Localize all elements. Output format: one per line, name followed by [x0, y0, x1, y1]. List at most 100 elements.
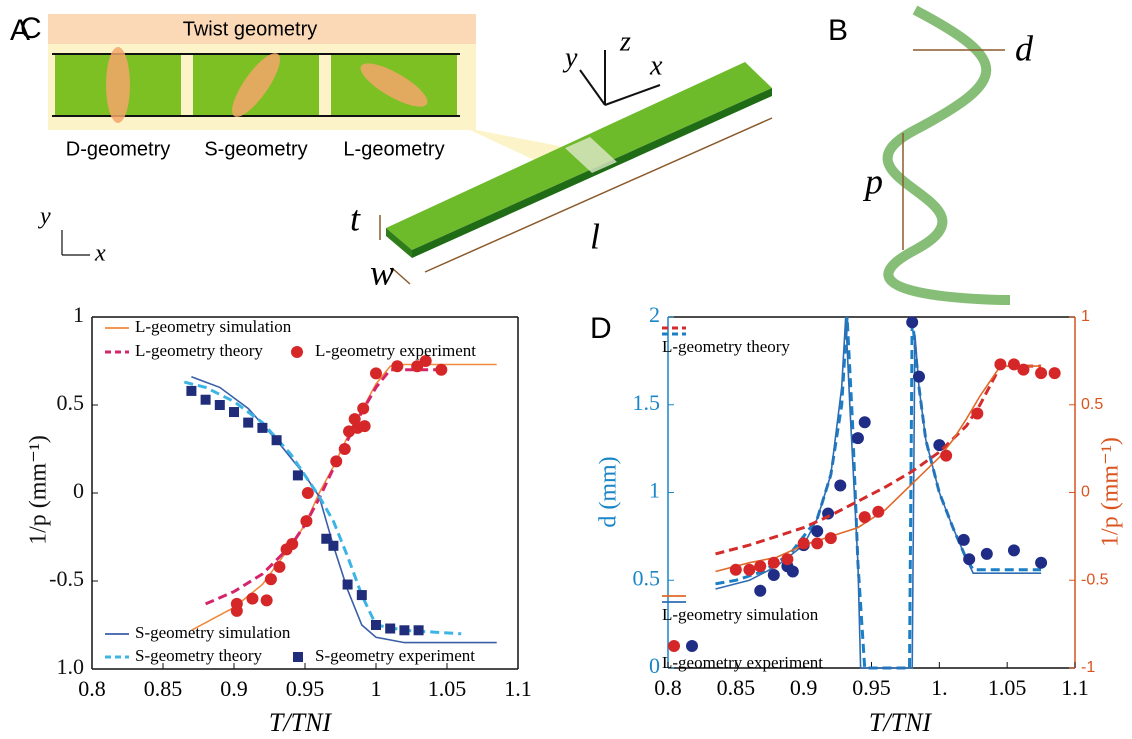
point — [872, 505, 885, 518]
point — [229, 407, 239, 418]
point — [1007, 544, 1020, 557]
point — [264, 573, 277, 586]
point — [260, 594, 273, 607]
x-tick-label: 1.1 — [504, 676, 532, 701]
point — [906, 316, 919, 329]
geometry-cells — [52, 47, 460, 123]
point — [186, 385, 197, 396]
x-tick-label: 0.95 — [852, 675, 891, 700]
y-tick-label: 0.5 — [633, 565, 661, 590]
x-axis-label: T/TNI — [869, 708, 932, 737]
point — [230, 597, 243, 610]
point — [754, 584, 767, 597]
axis-name: y — [38, 204, 51, 230]
axis-name: y — [562, 42, 578, 73]
point — [413, 625, 424, 636]
point — [342, 579, 353, 590]
point — [358, 420, 371, 433]
point — [834, 479, 847, 492]
point — [767, 556, 780, 569]
x-tick-label: 0.85 — [144, 676, 183, 701]
point — [957, 533, 970, 546]
y2-tick-label: 0 — [1081, 484, 1090, 501]
x-tick-label: 1 — [371, 676, 382, 701]
molecule — [232, 53, 280, 117]
point — [243, 417, 254, 428]
banner — [48, 14, 476, 44]
point — [971, 407, 984, 420]
point — [338, 443, 351, 455]
legend-label: L-geometry theory — [135, 341, 263, 360]
y-tick-label: 1.5 — [633, 390, 661, 415]
point — [330, 455, 343, 468]
point — [328, 540, 339, 551]
plane-axes — [61, 230, 90, 256]
y2-tick-label: 0.5 — [1081, 396, 1103, 413]
panel-label: A — [10, 14, 30, 47]
y-tick-label: 1 — [649, 478, 660, 503]
point — [1035, 556, 1048, 569]
point — [940, 449, 953, 462]
point — [767, 568, 780, 581]
dimension-line — [424, 117, 773, 273]
legend-swatch — [291, 346, 303, 358]
y2-tick-label: -0.5 — [1081, 571, 1109, 588]
point — [754, 560, 767, 573]
legend-label: S-geometry experiment — [315, 646, 475, 665]
point — [1007, 358, 1020, 371]
point — [811, 525, 824, 538]
point — [419, 355, 432, 367]
legend-label: L-geometry simulation — [135, 317, 292, 336]
line — [205, 368, 447, 606]
point — [371, 620, 381, 630]
point — [286, 538, 299, 551]
geometry-label: L-geometry — [343, 138, 444, 160]
legend-label: L-geometry simulation — [662, 605, 819, 624]
y-tick-label: 1 — [73, 302, 84, 327]
legend-swatch — [668, 640, 680, 652]
legend-label: L-geometry theory — [662, 337, 790, 356]
x-tick-label: 0.8 — [654, 675, 682, 700]
y2-tick-label: -1 — [1081, 659, 1095, 676]
point — [824, 532, 837, 545]
y-tick-label: -0.5 — [49, 566, 84, 591]
point — [300, 515, 313, 528]
panel-label: C — [20, 12, 42, 45]
axis-name: x — [94, 241, 106, 267]
point — [729, 563, 742, 576]
point — [1048, 367, 1061, 380]
banner-title: Twist geometry — [183, 18, 317, 40]
dimension-line — [391, 267, 411, 285]
point — [292, 470, 303, 481]
point — [391, 360, 404, 373]
legend-swatch — [686, 640, 698, 652]
axis-name: x — [649, 50, 663, 81]
dimension-label: w — [370, 252, 394, 292]
x-axis-label: T/TNI — [269, 708, 332, 737]
point — [786, 565, 799, 578]
point — [356, 590, 367, 601]
y-axis-label: 1/p (mm⁻¹) — [26, 435, 52, 545]
point — [385, 623, 396, 634]
point — [858, 416, 871, 429]
legend-label: S-geometry simulation — [135, 623, 291, 642]
dimension-label: p — [862, 161, 883, 201]
helix — [882, 5, 1011, 305]
y-tick-label: 1.0 — [57, 654, 85, 679]
frame-arrows — [579, 50, 661, 106]
line — [715, 365, 1042, 573]
point — [271, 435, 282, 446]
geometry-label: S-geometry — [204, 138, 307, 160]
molecule — [106, 47, 130, 123]
point — [851, 432, 864, 445]
geometry-label: D-geometry — [66, 138, 170, 160]
dimension-label: d — [1015, 28, 1034, 68]
line — [715, 364, 1042, 556]
y2-axis-label: 1/p (mm⁻¹) — [1098, 437, 1124, 547]
point — [246, 592, 259, 605]
point — [370, 367, 382, 380]
x-tick-label: 0.9 — [220, 676, 248, 701]
point — [399, 625, 410, 636]
point — [743, 563, 756, 576]
